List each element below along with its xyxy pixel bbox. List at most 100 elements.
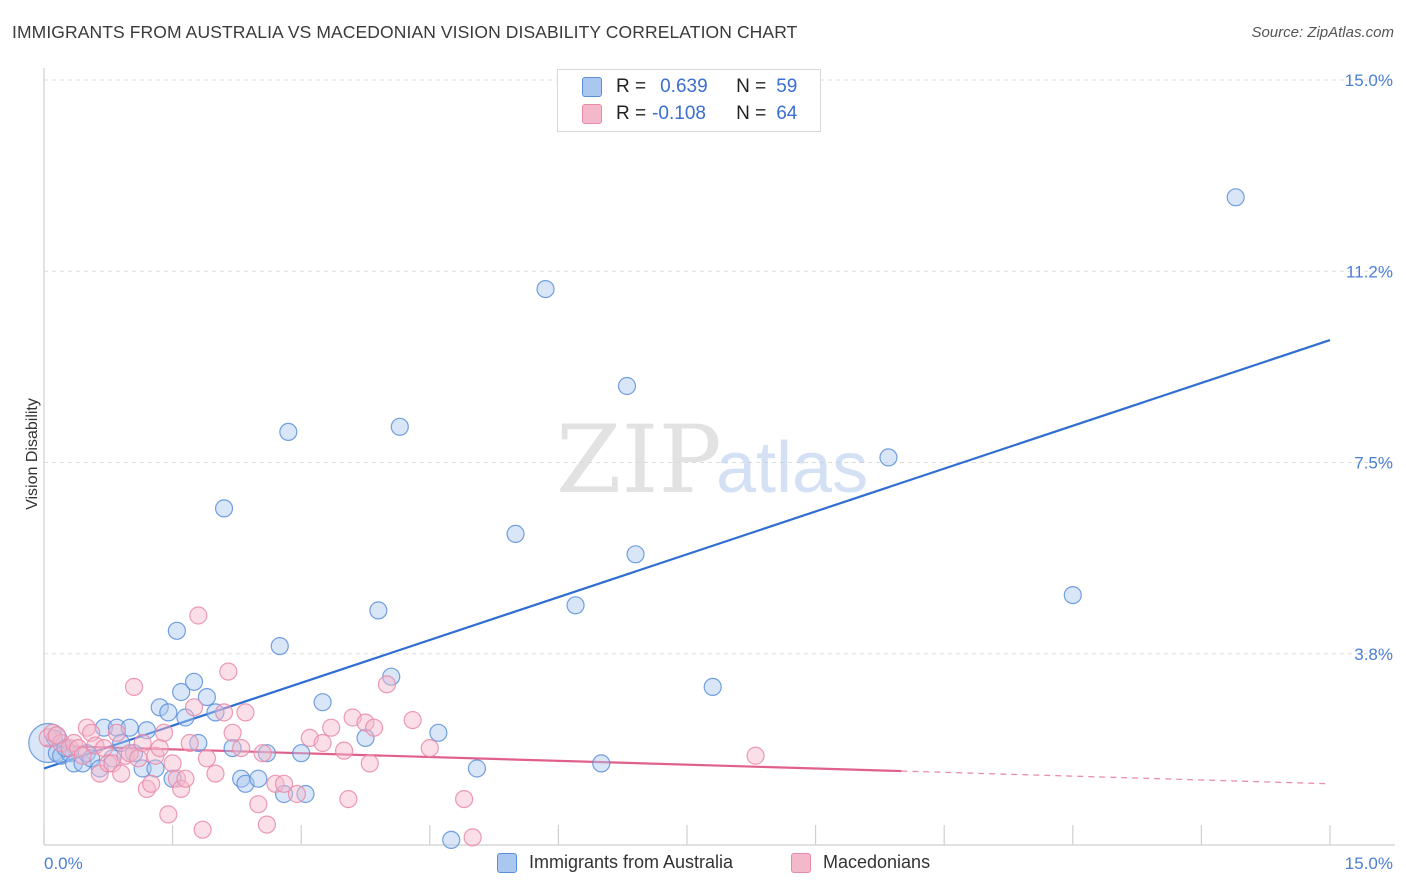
data-point-macedonians — [142, 774, 161, 793]
data-point-macedonians — [94, 738, 114, 758]
data-points — [28, 188, 1245, 850]
data-point-australia — [1226, 188, 1245, 207]
data-point-australia — [279, 422, 298, 441]
data-point-macedonians — [364, 718, 384, 737]
data-point-macedonians — [420, 738, 439, 758]
data-point-macedonians — [120, 744, 139, 763]
data-point-macedonians — [197, 749, 216, 768]
legend-swatch-blue — [497, 852, 517, 873]
data-point-macedonians — [124, 677, 144, 697]
data-point-macedonians — [184, 698, 204, 717]
data-point-australia — [506, 524, 525, 544]
legend-item-macedonians: Macedonians — [791, 852, 930, 873]
data-point-australia — [150, 698, 169, 717]
data-point-australia — [536, 280, 555, 299]
data-point-macedonians — [107, 723, 126, 742]
data-point-macedonians — [47, 726, 66, 745]
legend-n-label: N = — [736, 103, 767, 124]
data-point-australia — [617, 376, 637, 396]
data-point-macedonians — [150, 738, 169, 758]
data-point-macedonians — [180, 733, 199, 753]
data-point-macedonians — [219, 662, 238, 681]
data-point-macedonians — [403, 710, 422, 730]
data-point-australia — [197, 687, 216, 707]
data-point-australia — [313, 693, 332, 712]
source-label: Source: ZipAtlas.com — [1251, 24, 1394, 41]
data-point-macedonians — [223, 723, 242, 742]
data-point-australia — [566, 596, 585, 615]
data-point-australia — [429, 723, 448, 742]
legend-row-macedonians: R = -0.108 N = 64 — [582, 102, 797, 126]
data-point-australia — [1063, 585, 1082, 605]
data-point-australia — [270, 636, 289, 656]
tick-labels: 15.0% 11.2% 7.5% 3.8% 0.0% 15.0% — [44, 71, 1393, 873]
data-point-australia — [214, 499, 234, 518]
data-point-australia — [703, 677, 722, 697]
data-point-macedonians — [249, 795, 268, 814]
data-point-macedonians — [257, 815, 277, 834]
data-point-macedonians — [189, 606, 208, 625]
correlation-legend: R = 0.639 N = 59 R = -0.108 N = 64 — [557, 69, 821, 132]
data-point-australia — [592, 754, 611, 773]
data-point-macedonians — [172, 779, 191, 799]
data-point-australia — [172, 682, 191, 702]
y-tick-label: 7.5% — [1354, 454, 1393, 473]
data-point-australia — [390, 417, 409, 436]
data-point-macedonians — [274, 774, 294, 793]
legend-swatch-pink — [791, 852, 811, 873]
data-point-macedonians — [746, 746, 765, 765]
data-point-macedonians — [133, 733, 152, 753]
data-point-macedonians — [176, 769, 195, 788]
legend-swatch-blue — [582, 77, 602, 97]
data-point-macedonians — [356, 713, 375, 732]
data-point-australia — [159, 703, 178, 722]
data-point-australia — [292, 744, 311, 763]
data-point-australia — [879, 448, 898, 467]
legend-r-label: R = — [616, 103, 647, 124]
data-point-macedonians — [313, 733, 332, 753]
data-point-australia — [369, 601, 388, 620]
data-point-macedonians — [232, 738, 251, 758]
legend-r-value: 0.639 — [660, 76, 708, 97]
legend-r-label: R = — [616, 76, 647, 97]
legend-item-australia: Immigrants from Australia — [497, 852, 733, 873]
data-point-macedonians — [73, 746, 92, 765]
data-point-macedonians — [360, 754, 379, 773]
chart-title: IMMIGRANTS FROM AUSTRALIA VS MACEDONIAN … — [12, 22, 798, 42]
x-tick-label: 15.0% — [1345, 854, 1393, 873]
trend-line-extension — [901, 770, 1331, 785]
data-point-macedonians — [334, 741, 354, 760]
grid-lines — [44, 79, 1395, 655]
y-tick-label: 3.8% — [1354, 645, 1393, 664]
y-tick-label: 11.2% — [1346, 262, 1393, 281]
data-point-macedonians — [206, 764, 225, 783]
legend-row-australia: R = 0.639 N = 59 — [582, 75, 797, 99]
data-point-australia — [133, 759, 152, 778]
watermark: ZIP atlas — [556, 406, 868, 515]
data-point-macedonians — [193, 820, 212, 839]
legend-swatch-pink — [582, 104, 602, 124]
data-point-macedonians — [154, 723, 174, 742]
data-point-macedonians — [236, 703, 255, 722]
data-point-australia — [442, 830, 461, 850]
data-point-australia — [626, 545, 645, 564]
legend-label-macedonians: Macedonians — [823, 852, 931, 872]
data-point-macedonians — [159, 805, 178, 824]
data-point-australia — [249, 769, 268, 788]
legend-n-value: 59 — [776, 76, 798, 97]
data-point-australia — [184, 672, 204, 691]
trend-line-australia — [43, 339, 1331, 770]
legend-n-value: 64 — [776, 103, 798, 124]
data-point-macedonians — [463, 828, 482, 847]
axes — [43, 68, 1395, 846]
legend-r-value: -0.108 — [652, 103, 706, 124]
data-point-macedonians — [253, 744, 272, 763]
data-point-macedonians — [377, 675, 397, 694]
data-point-macedonians — [454, 789, 474, 809]
data-point-macedonians — [99, 754, 118, 773]
data-point-macedonians — [339, 789, 358, 809]
data-point-macedonians — [163, 754, 182, 773]
data-point-macedonians — [112, 764, 131, 783]
data-point-australia — [467, 759, 487, 778]
